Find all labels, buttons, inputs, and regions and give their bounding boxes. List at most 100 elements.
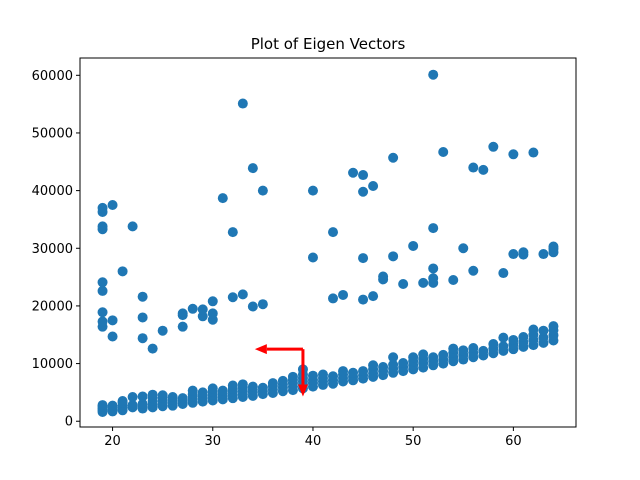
data-point <box>358 294 369 305</box>
data-point <box>227 227 238 238</box>
data-point <box>488 141 499 152</box>
data-point <box>137 398 148 409</box>
data-point <box>187 385 198 396</box>
data-point <box>267 378 278 389</box>
data-point <box>538 325 549 336</box>
data-point <box>508 334 519 345</box>
data-point <box>197 387 208 398</box>
data-point <box>388 251 399 262</box>
data-point <box>137 333 148 344</box>
data-point <box>97 202 108 213</box>
data-point <box>217 385 228 396</box>
chart-title: Plot of Eigen Vectors <box>251 35 406 53</box>
data-point <box>137 291 148 302</box>
data-point <box>338 366 349 377</box>
data-point <box>488 338 499 349</box>
data-point <box>97 316 108 327</box>
data-point <box>127 221 138 232</box>
y-tick-label: 0 <box>65 415 73 430</box>
data-point <box>97 400 108 411</box>
y-axis-ticks: 0 10000 20000 30000 40000 50000 60000 <box>32 69 80 430</box>
data-point <box>107 315 118 326</box>
data-point <box>358 186 369 197</box>
data-point <box>307 252 318 263</box>
data-point <box>428 352 439 363</box>
data-point <box>508 149 519 160</box>
data-point <box>227 380 238 391</box>
arrows <box>254 344 308 397</box>
data-point <box>197 304 208 315</box>
y-tick-label: 60000 <box>32 69 73 84</box>
data-point <box>97 277 108 288</box>
data-point <box>167 392 178 403</box>
data-point <box>358 253 369 264</box>
data-point <box>498 268 509 279</box>
data-point <box>448 274 459 285</box>
data-point <box>247 301 258 312</box>
data-point <box>348 167 359 178</box>
data-point <box>478 164 489 175</box>
data-point <box>177 321 188 332</box>
data-point <box>257 382 268 393</box>
data-point <box>368 360 379 371</box>
data-point <box>237 379 248 390</box>
data-point <box>197 311 208 322</box>
data-points <box>97 69 559 418</box>
data-point <box>328 293 339 304</box>
data-point <box>207 308 218 319</box>
x-axis-ticks: 20 30 40 50 60 <box>104 427 522 449</box>
data-point <box>338 289 349 300</box>
y-tick-label: 20000 <box>32 299 73 314</box>
data-point <box>147 389 158 400</box>
data-point <box>518 247 529 258</box>
data-point <box>237 289 248 300</box>
data-point <box>177 393 188 404</box>
data-point <box>368 181 379 191</box>
data-point <box>438 349 449 360</box>
data-point <box>157 390 168 401</box>
data-point <box>257 299 268 310</box>
data-point <box>137 391 148 402</box>
y-tick-label: 10000 <box>32 357 73 372</box>
data-point <box>398 358 409 368</box>
data-point <box>508 249 519 260</box>
data-point <box>127 392 138 403</box>
data-point <box>438 146 449 157</box>
data-point <box>538 332 549 343</box>
y-tick-label: 40000 <box>32 184 73 199</box>
data-point <box>548 321 559 332</box>
data-point <box>468 265 479 276</box>
data-point <box>478 345 489 356</box>
data-point <box>408 240 419 251</box>
y-tick-label: 50000 <box>32 126 73 141</box>
data-point <box>378 362 389 373</box>
x-tick-label: 60 <box>505 434 522 449</box>
data-point <box>358 170 369 181</box>
data-point <box>358 366 369 377</box>
arrow-head <box>297 384 308 397</box>
data-point <box>287 371 298 382</box>
data-point <box>137 312 148 323</box>
data-point <box>378 271 389 282</box>
data-point <box>448 343 459 354</box>
data-point <box>307 185 318 196</box>
data-point <box>107 400 118 411</box>
data-point <box>237 98 248 109</box>
data-point <box>548 241 559 252</box>
data-point <box>207 296 218 307</box>
data-point <box>398 279 409 290</box>
data-point <box>528 324 539 335</box>
data-point <box>117 266 128 277</box>
data-point <box>127 400 138 411</box>
data-point <box>458 345 469 356</box>
data-point <box>428 263 439 274</box>
data-point <box>348 367 359 378</box>
data-point <box>388 359 399 370</box>
data-point <box>468 343 479 354</box>
data-point <box>307 370 318 381</box>
data-point <box>468 162 479 173</box>
axes-frame <box>79 57 577 428</box>
data-point <box>277 375 288 386</box>
